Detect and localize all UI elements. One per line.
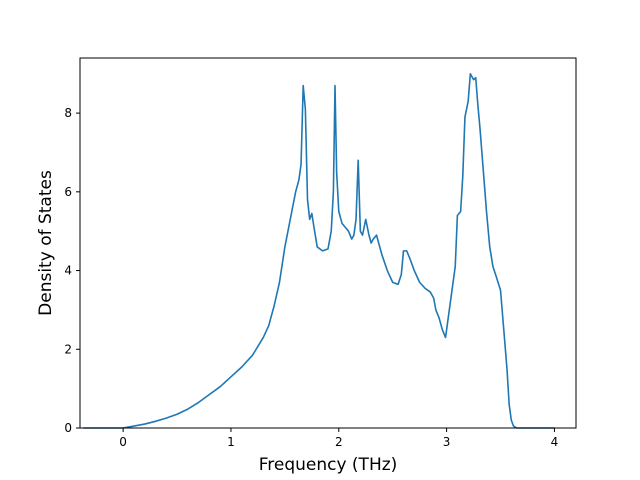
x-tick-label: 1 xyxy=(227,435,235,449)
y-tick-label: 8 xyxy=(64,106,72,120)
y-axis-label: Density of States xyxy=(36,170,56,316)
y-tick-label: 0 xyxy=(64,421,72,435)
x-tick-label: 2 xyxy=(335,435,343,449)
x-axis-label: Frequency (THz) xyxy=(259,455,398,475)
y-axis: 0 2 4 6 8 xyxy=(64,106,80,435)
dos-series-line-0 xyxy=(83,72,555,429)
y-tick-label: 2 xyxy=(64,342,72,356)
series-layer xyxy=(83,72,555,429)
y-tick-label: 4 xyxy=(64,264,72,278)
x-axis: 0 1 2 3 4 xyxy=(119,428,558,449)
plot-frame xyxy=(79,57,577,429)
x-tick-label: 3 xyxy=(443,435,451,449)
x-tick-label: 4 xyxy=(551,435,559,449)
plot-background xyxy=(80,58,576,428)
x-tick-label: 0 xyxy=(119,435,127,449)
y-tick-label: 6 xyxy=(64,185,72,199)
